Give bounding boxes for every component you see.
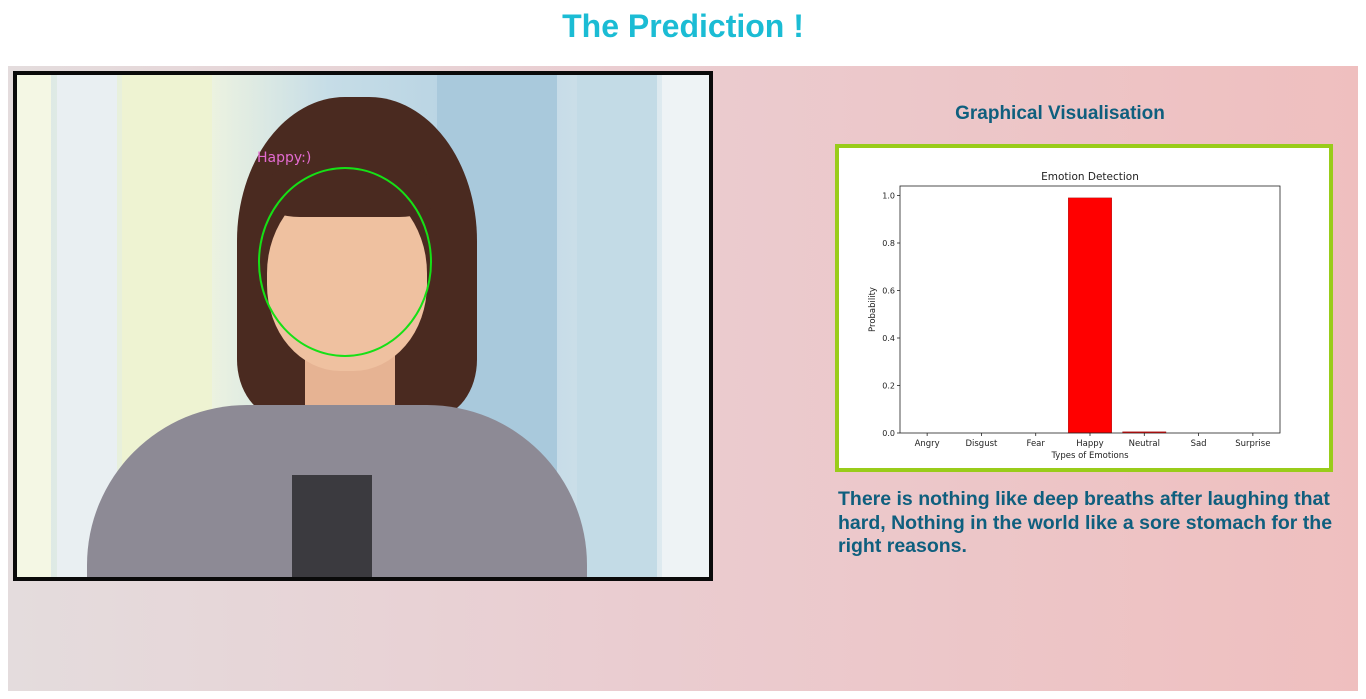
x-tick-label: Fear — [1027, 439, 1046, 449]
chart-title: Emotion Detection — [1041, 171, 1139, 183]
x-tick-label: Angry — [915, 439, 940, 449]
face-detection-circle — [258, 167, 432, 357]
page-title: The Prediction ! — [562, 8, 804, 44]
emotion-quote: There is nothing like deep breaths after… — [838, 488, 1333, 557]
y-tick-label: 1.0 — [882, 192, 895, 201]
x-tick-label: Neutral — [1129, 439, 1160, 449]
x-tick-label: Surprise — [1235, 439, 1270, 449]
uploaded-photo: Happy:) — [13, 71, 713, 581]
bar-happy — [1068, 197, 1112, 434]
y-tick-label: 0.4 — [882, 334, 895, 343]
emotion-chart-svg: Emotion Detection Angry Disgust Fear Happy Ne… — [868, 171, 1281, 461]
y-tick-label: 0.8 — [882, 239, 895, 248]
x-tick-label: Sad — [1191, 439, 1207, 449]
x-axis-label: Types of Emotions — [1050, 451, 1129, 461]
emotion-label: Happy:) — [257, 150, 312, 166]
visualisation-heading: Graphical Visualisation — [955, 103, 1165, 124]
x-tick-label: Happy — [1076, 439, 1103, 449]
emotion-chart: Emotion Detection Angry Disgust Fear Happy Ne… — [835, 144, 1333, 472]
x-tick-label: Disgust — [965, 439, 998, 449]
y-tick-label: 0.2 — [882, 382, 895, 391]
plot-frame — [899, 185, 1281, 434]
y-tick-label: 0.0 — [882, 429, 895, 438]
y-tick-label: 0.6 — [882, 287, 895, 296]
y-axis-label: Probability — [868, 287, 878, 332]
